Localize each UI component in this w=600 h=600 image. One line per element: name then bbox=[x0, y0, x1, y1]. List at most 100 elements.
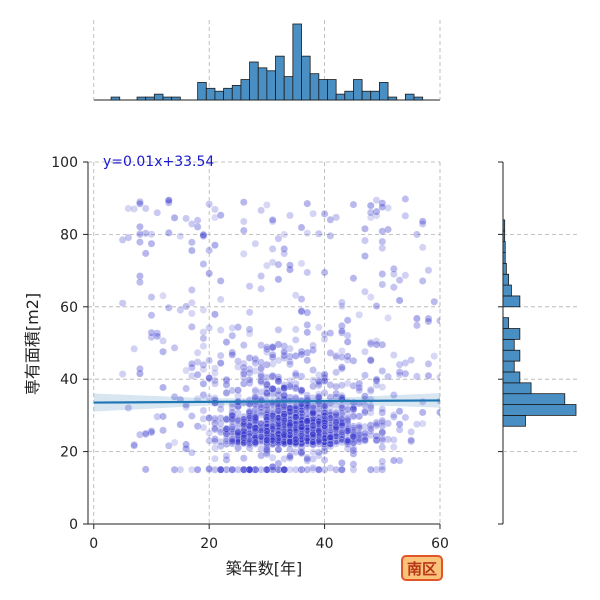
top-hist-bar bbox=[335, 93, 346, 101]
data-point bbox=[401, 195, 410, 203]
data-point bbox=[315, 379, 323, 388]
data-point bbox=[280, 347, 288, 356]
data-point bbox=[326, 215, 335, 224]
data-point bbox=[378, 416, 387, 425]
data-point bbox=[199, 306, 208, 314]
data-point bbox=[216, 211, 225, 219]
data-point bbox=[413, 230, 421, 239]
data-point bbox=[251, 393, 260, 401]
data-point bbox=[303, 199, 312, 208]
data-point bbox=[245, 414, 254, 422]
data-point bbox=[320, 430, 329, 438]
data-point bbox=[245, 308, 254, 317]
data-point bbox=[170, 344, 179, 352]
data-point bbox=[355, 421, 364, 430]
data-point bbox=[234, 415, 242, 423]
data-point bbox=[188, 220, 196, 228]
data-point bbox=[349, 430, 358, 438]
data-point bbox=[390, 283, 398, 292]
data-point bbox=[268, 217, 277, 226]
data-point bbox=[366, 431, 375, 440]
top-hist-bar bbox=[413, 96, 424, 101]
data-point bbox=[303, 465, 312, 474]
data-point bbox=[211, 414, 219, 423]
data-point bbox=[182, 403, 190, 412]
data-point bbox=[228, 350, 237, 359]
data-point bbox=[390, 443, 398, 451]
data-point bbox=[326, 349, 335, 357]
data-point bbox=[320, 456, 329, 464]
data-point bbox=[361, 432, 369, 441]
data-point bbox=[147, 328, 156, 337]
data-point bbox=[257, 451, 265, 460]
data-point bbox=[118, 370, 127, 378]
data-point bbox=[366, 427, 375, 435]
data-point bbox=[263, 389, 271, 397]
right-hist-bar bbox=[502, 349, 521, 362]
data-point bbox=[251, 239, 260, 248]
data-point bbox=[286, 435, 294, 444]
top-hist-bar bbox=[266, 70, 276, 101]
data-point bbox=[240, 465, 248, 474]
data-point bbox=[263, 343, 271, 351]
data-point bbox=[228, 386, 237, 395]
data-point bbox=[390, 391, 398, 399]
data-point bbox=[366, 338, 375, 347]
data-point bbox=[274, 234, 283, 243]
data-point bbox=[297, 413, 306, 421]
data-point bbox=[297, 347, 306, 356]
data-point bbox=[268, 360, 277, 368]
data-point bbox=[361, 436, 369, 445]
data-point bbox=[338, 404, 346, 412]
data-point bbox=[263, 261, 271, 270]
data-point bbox=[182, 384, 190, 393]
data-point bbox=[320, 409, 329, 417]
data-point bbox=[430, 352, 439, 360]
data-point bbox=[216, 277, 225, 285]
data-point bbox=[366, 208, 375, 217]
data-point bbox=[170, 438, 179, 447]
data-point bbox=[286, 421, 294, 429]
data-point bbox=[188, 448, 196, 457]
data-point bbox=[303, 417, 312, 426]
data-point bbox=[286, 445, 294, 454]
data-point bbox=[234, 465, 242, 474]
data-point bbox=[280, 455, 288, 463]
data-point bbox=[297, 223, 306, 232]
right-hist-bar bbox=[502, 252, 506, 264]
top-hist-bar bbox=[153, 93, 164, 101]
data-point bbox=[268, 350, 277, 359]
data-point bbox=[286, 407, 294, 416]
data-point bbox=[280, 351, 288, 360]
data-point bbox=[315, 426, 323, 435]
top-hist-bar bbox=[404, 93, 415, 101]
data-point bbox=[338, 347, 346, 355]
data-point bbox=[176, 465, 185, 474]
top-hist-bar bbox=[145, 96, 155, 101]
data-point bbox=[338, 428, 346, 437]
data-point bbox=[320, 370, 329, 378]
data-point bbox=[280, 230, 288, 239]
data-point bbox=[309, 465, 317, 474]
data-point bbox=[263, 446, 271, 455]
data-point bbox=[436, 316, 440, 325]
data-point bbox=[378, 280, 387, 289]
data-point bbox=[280, 354, 288, 362]
data-point bbox=[303, 455, 312, 463]
data-point bbox=[199, 334, 208, 343]
top-hist-bar bbox=[110, 96, 121, 101]
data-point bbox=[188, 372, 196, 380]
data-point bbox=[395, 371, 404, 379]
data-point bbox=[193, 370, 202, 379]
data-point bbox=[205, 414, 213, 422]
data-point bbox=[395, 456, 404, 465]
data-point bbox=[216, 419, 225, 428]
top-hist-bar bbox=[231, 84, 242, 101]
y-axis-title: 専有面積[m2] bbox=[23, 293, 42, 395]
data-point bbox=[401, 359, 410, 367]
data-point bbox=[390, 351, 398, 359]
top-hist-bar bbox=[249, 61, 259, 101]
data-point bbox=[361, 287, 369, 296]
data-point bbox=[291, 431, 300, 440]
data-point bbox=[216, 425, 225, 434]
